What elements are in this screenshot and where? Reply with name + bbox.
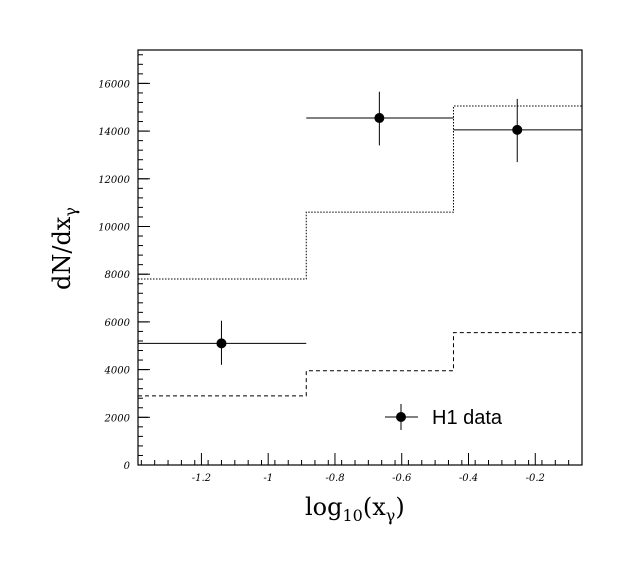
x-tick-label: -0.2 (526, 473, 545, 484)
y-tick-label: 4000 (104, 366, 131, 377)
data-point (374, 112, 385, 123)
y-tick-label: 12000 (98, 175, 130, 186)
legend-marker-dot (396, 412, 406, 422)
legend-label: H1 data (432, 407, 503, 429)
y-tick-label: 2000 (104, 413, 131, 424)
data-point (216, 338, 227, 349)
data-point (512, 124, 523, 135)
y-tick-label: 16000 (98, 79, 130, 90)
y-tick-label: 0 (124, 461, 131, 472)
x-tick-label: -1 (263, 473, 273, 484)
x-tick-label: -1.2 (192, 473, 211, 484)
x-axis-label: log10(xγ) (305, 493, 405, 525)
x-tick-label: -0.6 (392, 473, 412, 484)
y-axis-label: dN/dxγ (48, 207, 80, 290)
x-tick-label: -0.4 (459, 473, 478, 484)
dashed-histogram-line (138, 332, 582, 397)
x-tick-label: -0.8 (325, 473, 344, 484)
plot-frame (137, 49, 583, 466)
y-tick-label: 8000 (105, 270, 131, 281)
y-tick-label: 10000 (98, 222, 130, 233)
y-tick-label: 6000 (105, 318, 131, 329)
legend: H1 data (385, 404, 503, 430)
y-tick-label: 14000 (98, 127, 130, 138)
